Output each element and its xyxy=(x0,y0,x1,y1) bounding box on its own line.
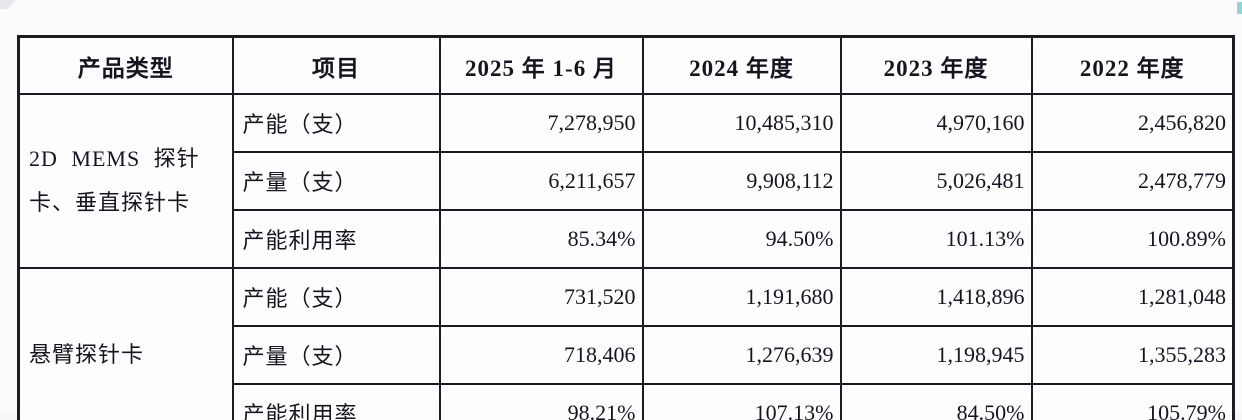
value-cell: 731,520 xyxy=(438,267,644,327)
value-cell: 9,908,112 xyxy=(641,151,842,211)
value-cell: 84.50% xyxy=(839,383,1033,420)
value-cell: 7,278,950 xyxy=(438,93,644,153)
value-cell: 101.13% xyxy=(839,209,1033,269)
item-label-cell: 产能利用率 xyxy=(231,209,441,269)
item-label-cell: 产量（支） xyxy=(231,151,441,211)
column-header-2023: 2023 年度 xyxy=(839,35,1033,95)
value-cell: 94.50% xyxy=(641,209,842,269)
value-cell: 4,970,160 xyxy=(839,93,1033,153)
value-cell: 718,406 xyxy=(438,325,644,385)
table-row: 悬臂探针卡 产能（支） 731,520 1,191,680 1,418,896 … xyxy=(17,267,1235,420)
table-row: 产量（支） 6,211,657 9,908,112 5,026,481 2,47… xyxy=(19,151,1235,211)
value-cell: 98.21% xyxy=(438,383,644,420)
item-label-cell: 产能（支） xyxy=(231,267,441,327)
value-cell: 6,211,657 xyxy=(438,151,644,211)
value-cell: 2,478,779 xyxy=(1030,151,1235,211)
column-header-2022: 2022 年度 xyxy=(1030,35,1235,95)
column-header-2025h1: 2025 年 1-6 月 xyxy=(438,35,644,95)
column-header-2024: 2024 年度 xyxy=(641,35,842,95)
table-row: 产能利用率 85.34% 94.50% 101.13% 100.89% xyxy=(19,209,1235,269)
value-cell: 1,281,048 xyxy=(1030,267,1235,327)
value-cell: 1,198,945 xyxy=(839,325,1033,385)
value-cell: 5,026,481 xyxy=(839,151,1033,211)
value-cell: 85.34% xyxy=(438,209,644,269)
item-label-cell: 产能利用率 xyxy=(231,383,441,420)
column-header-product-type: 产品类型 xyxy=(17,35,234,95)
value-cell: 107.13% xyxy=(641,383,842,420)
table-row: 产量（支） 718,406 1,276,639 1,198,945 1,355,… xyxy=(19,325,1235,385)
product-type-cell-cantilever: 悬臂探针卡 xyxy=(17,267,234,420)
value-cell: 1,418,896 xyxy=(839,267,1033,327)
product-type-cell-mems: 2D MEMS 探针卡、垂直探针卡 xyxy=(17,93,234,269)
value-cell: 1,355,283 xyxy=(1030,325,1235,385)
teal-edge-mark xyxy=(1237,2,1242,14)
table-row: 2D MEMS 探针卡、垂直探针卡 产能（支） 7,278,950 10,485… xyxy=(17,93,1235,269)
item-label-cell: 产量（支） xyxy=(231,325,441,385)
value-cell: 100.89% xyxy=(1030,209,1235,269)
header-row: 产品类型 项目 2025 年 1-6 月 2024 年度 2023 年度 202… xyxy=(17,35,1235,95)
column-header-item: 项目 xyxy=(231,35,441,95)
value-cell: 2,456,820 xyxy=(1030,93,1235,153)
value-cell: 1,276,639 xyxy=(641,325,842,385)
scan-artifact-top-left xyxy=(0,0,16,9)
value-cell: 10,485,310 xyxy=(641,93,842,153)
table-row: 产能利用率 98.21% 107.13% 84.50% 105.79% xyxy=(19,383,1235,420)
value-cell: 105.79% xyxy=(1030,383,1235,420)
capacity-utilization-table: 产品类型 项目 2025 年 1-6 月 2024 年度 2023 年度 202… xyxy=(17,35,1235,420)
value-cell: 1,191,680 xyxy=(641,267,842,327)
item-label-cell: 产能（支） xyxy=(231,93,441,153)
